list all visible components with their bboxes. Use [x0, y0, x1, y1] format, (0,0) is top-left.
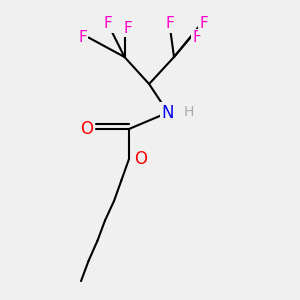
Text: F: F — [78, 30, 87, 45]
Text: N: N — [162, 103, 174, 122]
Text: F: F — [200, 16, 208, 32]
Text: F: F — [103, 16, 112, 32]
Text: H: H — [184, 106, 194, 119]
Text: F: F — [123, 21, 132, 36]
Text: F: F — [165, 16, 174, 32]
Text: O: O — [80, 120, 94, 138]
Text: F: F — [192, 30, 201, 45]
Text: O: O — [134, 150, 148, 168]
